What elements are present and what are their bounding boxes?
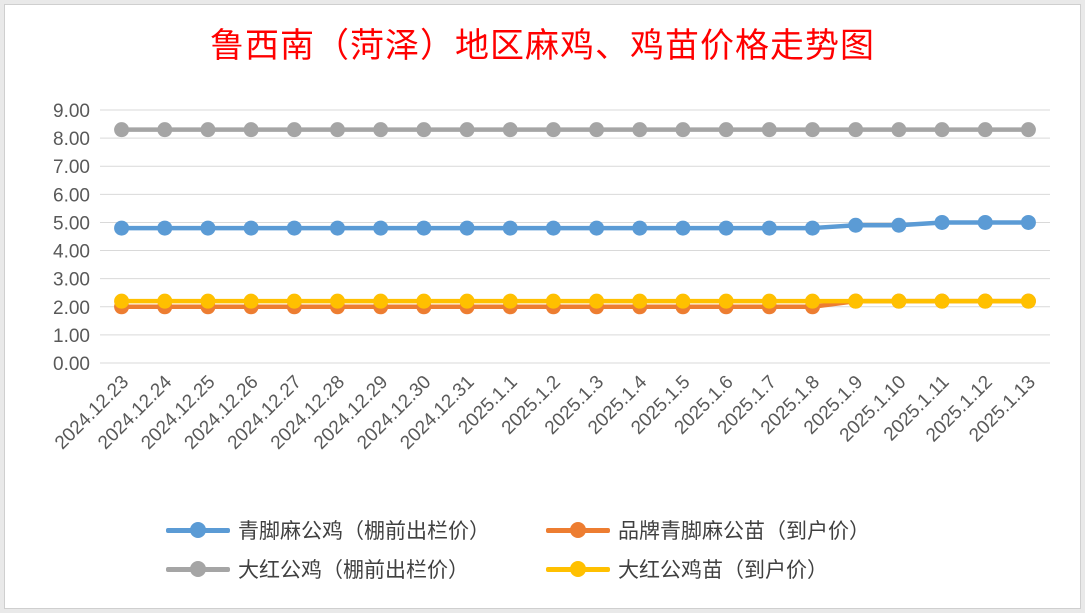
y-tick-label: 0.00 bbox=[53, 354, 90, 375]
data-point bbox=[718, 220, 734, 236]
y-tick-label: 4.00 bbox=[53, 242, 90, 263]
data-point bbox=[977, 293, 993, 309]
x-axis: 2024.12.232024.12.242024.12.252024.12.26… bbox=[51, 371, 1040, 453]
data-point bbox=[286, 122, 302, 138]
data-point bbox=[675, 293, 691, 309]
data-point bbox=[416, 122, 432, 138]
gridlines bbox=[100, 109, 1050, 364]
series-line bbox=[121, 220, 1029, 231]
data-point bbox=[761, 220, 777, 236]
series-0 bbox=[114, 122, 1036, 138]
data-point bbox=[243, 220, 259, 236]
data-point bbox=[632, 122, 648, 138]
y-tick-label: 7.00 bbox=[53, 157, 90, 178]
data-point bbox=[1020, 214, 1036, 230]
data-point bbox=[934, 214, 950, 230]
data-point bbox=[114, 122, 130, 138]
data-point bbox=[1020, 122, 1036, 138]
y-tick-label: 5.00 bbox=[53, 213, 90, 234]
data-point bbox=[114, 220, 130, 236]
data-point bbox=[589, 122, 605, 138]
data-point bbox=[718, 122, 734, 138]
data-point bbox=[1020, 293, 1036, 309]
data-point bbox=[848, 293, 864, 309]
data-point bbox=[632, 220, 648, 236]
data-point bbox=[502, 122, 518, 138]
data-point bbox=[286, 220, 302, 236]
y-tick-label: 2.00 bbox=[53, 298, 90, 319]
data-point bbox=[589, 220, 605, 236]
data-point bbox=[157, 220, 173, 236]
data-point bbox=[761, 122, 777, 138]
y-tick-label: 8.00 bbox=[53, 129, 90, 150]
data-point bbox=[373, 293, 389, 309]
data-point bbox=[805, 122, 820, 138]
data-point bbox=[416, 293, 432, 309]
y-tick-label: 6.00 bbox=[53, 185, 90, 206]
data-point bbox=[761, 293, 777, 309]
y-tick-label: 3.00 bbox=[53, 270, 90, 291]
chart-title: 鲁西南（菏泽）地区麻鸡、鸡苗价格走势图 bbox=[210, 26, 875, 66]
data-point bbox=[157, 122, 173, 138]
data-point bbox=[805, 293, 820, 309]
data-point bbox=[589, 293, 605, 309]
y-tick-label: 1.00 bbox=[53, 326, 90, 347]
data-point bbox=[502, 293, 518, 309]
data-point bbox=[200, 220, 216, 236]
data-point bbox=[243, 122, 259, 138]
data-point bbox=[200, 293, 216, 309]
data-point bbox=[416, 220, 432, 236]
data-point bbox=[934, 293, 950, 309]
data-point bbox=[502, 220, 518, 236]
data-point bbox=[459, 220, 475, 236]
y-tick-label: 9.00 bbox=[53, 101, 90, 122]
data-point bbox=[200, 122, 216, 138]
data-point bbox=[459, 122, 475, 138]
data-point bbox=[977, 214, 993, 230]
series-3 bbox=[114, 293, 1036, 309]
data-point bbox=[891, 293, 907, 309]
data-point bbox=[805, 220, 820, 236]
data-point bbox=[848, 217, 864, 233]
data-point bbox=[243, 293, 259, 309]
series-1 bbox=[114, 214, 1036, 236]
data-point bbox=[675, 220, 691, 236]
data-point bbox=[330, 220, 345, 236]
data-point bbox=[545, 122, 561, 138]
data-point bbox=[891, 217, 907, 233]
data-point bbox=[545, 293, 561, 309]
data-point bbox=[891, 122, 907, 138]
data-point bbox=[545, 220, 561, 236]
data-point bbox=[632, 293, 648, 309]
data-point bbox=[977, 122, 993, 138]
data-point bbox=[373, 220, 389, 236]
series-layer bbox=[114, 122, 1036, 315]
data-point bbox=[157, 293, 173, 309]
data-point bbox=[114, 293, 130, 309]
data-point bbox=[459, 293, 475, 309]
data-point bbox=[718, 293, 734, 309]
y-axis: 0.00 1.00 2.00 3.00 4.00 5.00 6.00 7.00 8.00 9.00 bbox=[53, 101, 90, 375]
data-point bbox=[373, 122, 389, 138]
data-point bbox=[330, 122, 345, 138]
data-point bbox=[286, 293, 302, 309]
data-point bbox=[934, 122, 950, 138]
data-point bbox=[675, 122, 691, 138]
data-point bbox=[330, 293, 345, 309]
data-point bbox=[848, 122, 864, 138]
